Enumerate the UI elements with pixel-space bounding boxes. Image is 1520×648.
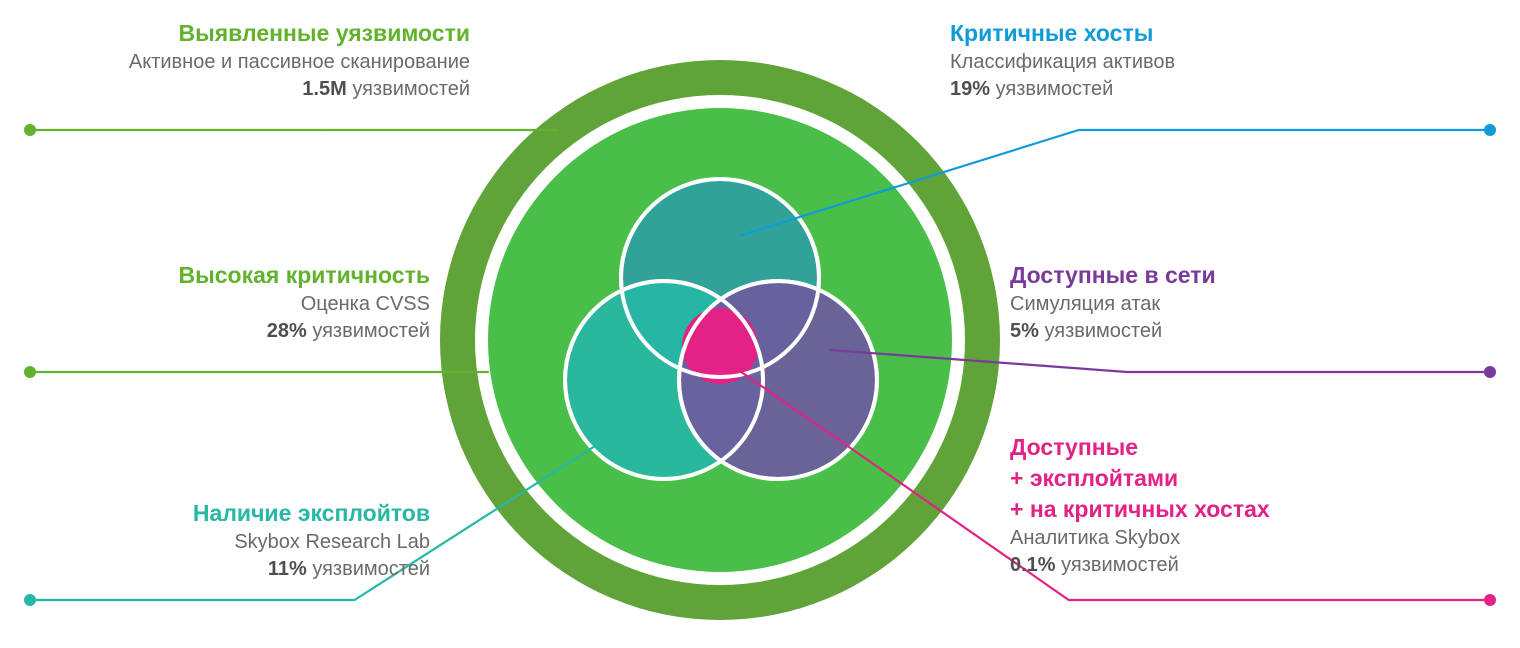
label-stat: 11% уязвимостей [30,556,430,583]
label-stat: 19% уязвимостей [950,76,1490,103]
label-discovered-vulns: Выявленные уязвимости Активное и пассивн… [30,18,470,103]
infographic-stage: Выявленные уязвимости Активное и пассивн… [0,0,1520,648]
label-intersection: Доступные + эксплойтами + на критичных х… [1010,432,1490,579]
label-sub: Симуляция атак [1010,291,1490,318]
label-title: Выявленные уязвимости [30,18,470,49]
label-sub: Skybox Research Lab [30,529,430,556]
label-title: Наличие эксплойтов [30,498,430,529]
label-network-accessible: Доступные в сети Симуляция атак 5% уязви… [1010,260,1490,345]
label-sub: Активное и пассивное сканирование [30,49,470,76]
label-title-line1: Доступные [1010,432,1490,463]
label-title-line2: + эксплойтами [1010,463,1490,494]
label-sub: Оценка CVSS [30,291,430,318]
label-title: Доступные в сети [1010,260,1490,291]
label-sub: Аналитика Skybox [1010,525,1490,552]
label-stat: 0.1% уязвимостей [1010,552,1490,579]
label-stat: 5% уязвимостей [1010,318,1490,345]
label-title: Высокая критичность [30,260,430,291]
label-stat: 28% уязвимостей [30,318,430,345]
label-high-criticality: Высокая критичность Оценка CVSS 28% уязв… [30,260,430,345]
label-sub: Классификация активов [950,49,1490,76]
label-exploit-available: Наличие эксплойтов Skybox Research Lab 1… [30,498,430,583]
label-critical-hosts: Критичные хосты Классификация активов 19… [950,18,1490,103]
label-title-line3: + на критичных хостах [1010,494,1490,525]
label-title: Критичные хосты [950,18,1490,49]
label-stat: 1.5M уязвимостей [30,76,470,103]
